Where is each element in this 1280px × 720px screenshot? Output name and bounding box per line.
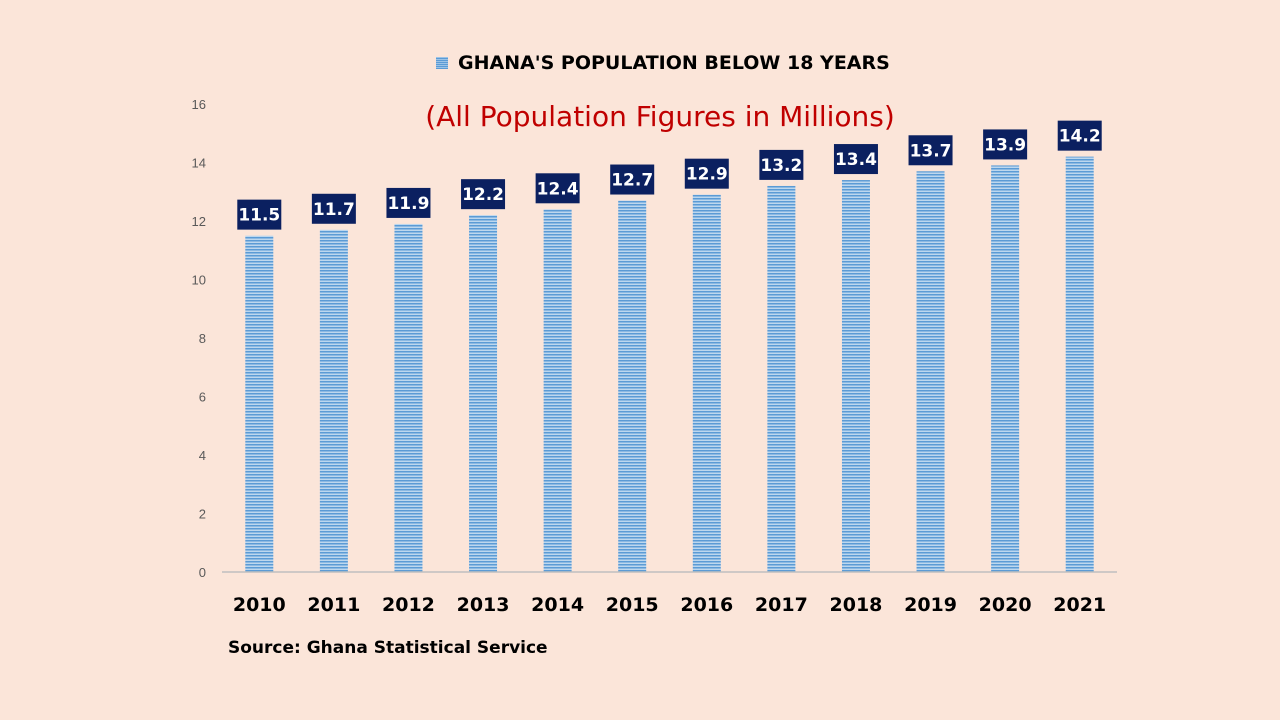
y-tick-label: 16	[192, 97, 206, 112]
data-label-box	[759, 149, 804, 180]
y-tick-label: 4	[199, 448, 206, 463]
bar	[991, 165, 1020, 573]
legend: GHANA'S POPULATION BELOW 18 YEARS	[436, 52, 890, 74]
data-label: 14.2	[1059, 127, 1101, 147]
bar	[692, 194, 721, 573]
x-tick-label: 2011	[307, 594, 360, 616]
y-tick-label: 0	[199, 565, 206, 580]
bar	[916, 171, 945, 572]
data-label-box	[833, 144, 878, 175]
x-tick-label: 2013	[457, 594, 510, 616]
bars	[245, 156, 1094, 573]
x-tick-label: 2019	[904, 594, 957, 616]
data-label: 12.9	[686, 165, 728, 185]
bar	[394, 223, 423, 573]
data-label-box	[311, 193, 356, 224]
x-tick-label: 2014	[531, 594, 584, 616]
y-tick-label: 14	[192, 156, 206, 171]
x-tick-label: 2012	[382, 594, 435, 616]
data-label: 12.2	[462, 185, 504, 205]
bar	[618, 200, 647, 572]
data-label-box	[237, 199, 282, 230]
x-tick-label: 2015	[606, 594, 659, 616]
data-label-box	[461, 179, 506, 210]
data-label-box	[684, 158, 729, 189]
data-label-box	[1057, 120, 1102, 151]
data-label: 11.7	[313, 200, 355, 220]
bar	[469, 215, 498, 572]
data-label-box	[983, 129, 1028, 160]
x-tick-label: 2016	[680, 594, 733, 616]
chart-subtitle: (All Population Figures in Millions)	[425, 100, 895, 133]
y-tick-label: 10	[192, 273, 206, 288]
data-label: 11.9	[387, 194, 429, 214]
data-label: 13.7	[910, 141, 952, 161]
x-tick-label: 2020	[979, 594, 1032, 616]
bar	[767, 185, 796, 572]
x-tick-label: 2021	[1053, 594, 1106, 616]
bar	[543, 209, 572, 573]
x-tick-label: 2010	[233, 594, 286, 616]
source-note: Source: Ghana Statistical Service	[228, 638, 548, 658]
y-axis: 0 2 4 6 8 10 12 14 16	[192, 97, 206, 580]
x-tick-label: 2018	[830, 594, 883, 616]
x-tick-label: 2017	[755, 594, 808, 616]
data-label-box	[610, 164, 655, 195]
y-tick-label: 6	[199, 390, 206, 405]
data-labels: 11.5 11.7 11.9 12.2 12.4 12.7 12.9 13.2 13.4 13.7…	[237, 120, 1102, 230]
data-label-box	[535, 173, 580, 204]
data-label-box	[386, 187, 431, 218]
y-tick-label: 2	[199, 507, 206, 522]
bar	[841, 180, 870, 573]
legend-swatch-icon	[436, 57, 448, 69]
y-tick-label: 12	[192, 214, 206, 229]
data-label: 12.4	[537, 179, 579, 199]
bar	[1065, 156, 1094, 572]
data-label: 12.7	[611, 171, 653, 191]
legend-label: GHANA'S POPULATION BELOW 18 YEARS	[458, 52, 890, 74]
bar	[245, 235, 274, 572]
data-label: 13.2	[760, 156, 802, 176]
bar	[319, 229, 348, 572]
data-label: 13.4	[835, 150, 877, 170]
x-axis: 2010 2011 2012 2013 2014 2015 2016 2017 2018 2019…	[233, 594, 1106, 616]
data-label-box	[908, 135, 953, 166]
y-tick-label: 8	[199, 331, 206, 346]
data-label: 11.5	[238, 206, 280, 226]
data-label: 13.9	[984, 135, 1026, 155]
